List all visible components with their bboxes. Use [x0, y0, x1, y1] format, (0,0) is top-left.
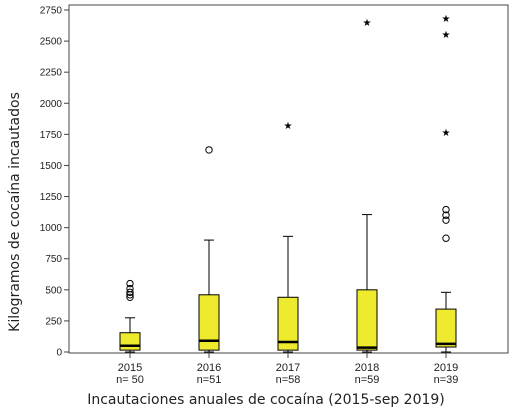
box-2019: ★ ★ ★ — [435, 14, 457, 353]
outlier-point — [126, 293, 134, 301]
x-category-n: n=51 — [197, 374, 222, 386]
outlier-point — [126, 288, 134, 297]
box-2015 — [119, 279, 141, 353]
x-axis-title: Incautaciones anuales de cocaína (2015-s… — [87, 392, 445, 408]
outlier-point — [442, 234, 450, 242]
y-tick-label: 1000 — [40, 223, 63, 234]
outlier-point — [442, 205, 450, 214]
box-iqr — [277, 296, 299, 351]
y-tick-label: 750 — [45, 254, 62, 265]
x-category-n: n= 50 — [116, 374, 144, 386]
x-category-n: n=58 — [276, 374, 301, 386]
box-2016 — [198, 146, 220, 353]
y-tick-label: 1500 — [40, 161, 63, 172]
y-tick-label: 0 — [56, 348, 62, 359]
box-iqr — [435, 308, 457, 348]
y-tick-label: 500 — [45, 285, 62, 296]
outlier-point — [205, 146, 213, 154]
extreme-point: ★ — [284, 121, 293, 132]
box-iqr — [198, 294, 220, 351]
y-tick-label: 2000 — [40, 99, 63, 110]
outlier-point — [126, 279, 134, 288]
extreme-point: ★ — [442, 14, 451, 25]
x-category-year: 2015 — [118, 362, 142, 374]
y-tick-label: 2500 — [40, 37, 63, 48]
box-iqr — [119, 332, 141, 351]
y-tick-label: 2250 — [40, 68, 63, 79]
box-2017: ★ — [277, 121, 299, 353]
y-tick-label: 1750 — [40, 130, 63, 141]
extreme-point: ★ — [442, 128, 451, 139]
y-tick-label: 1250 — [40, 192, 63, 203]
x-category-year: 2016 — [197, 362, 221, 374]
x-category-n: n=39 — [434, 374, 459, 386]
y-axis-title: Kilogramos de cocaína incautados — [7, 92, 23, 332]
box-2018: ★ — [356, 18, 378, 353]
x-category-year: 2018 — [355, 362, 379, 374]
box-group: ★ ★ ★ ★ ★ — [119, 14, 457, 353]
x-category-year: 2019 — [434, 362, 458, 374]
x-category-year: 2017 — [276, 362, 300, 374]
extreme-point: ★ — [442, 30, 451, 41]
x-category-n: n=59 — [355, 374, 380, 386]
box-iqr — [356, 289, 378, 351]
outlier-point — [442, 211, 450, 219]
extreme-point: ★ — [363, 18, 372, 29]
outlier-point — [442, 216, 450, 224]
y-axis: 0 250 500 750 1000 1250 1500 1750 2000 2250 2500 27… — [40, 6, 69, 359]
y-tick-label: 2750 — [40, 6, 63, 17]
outlier-point — [126, 284, 134, 293]
y-tick-label: 250 — [45, 316, 62, 327]
